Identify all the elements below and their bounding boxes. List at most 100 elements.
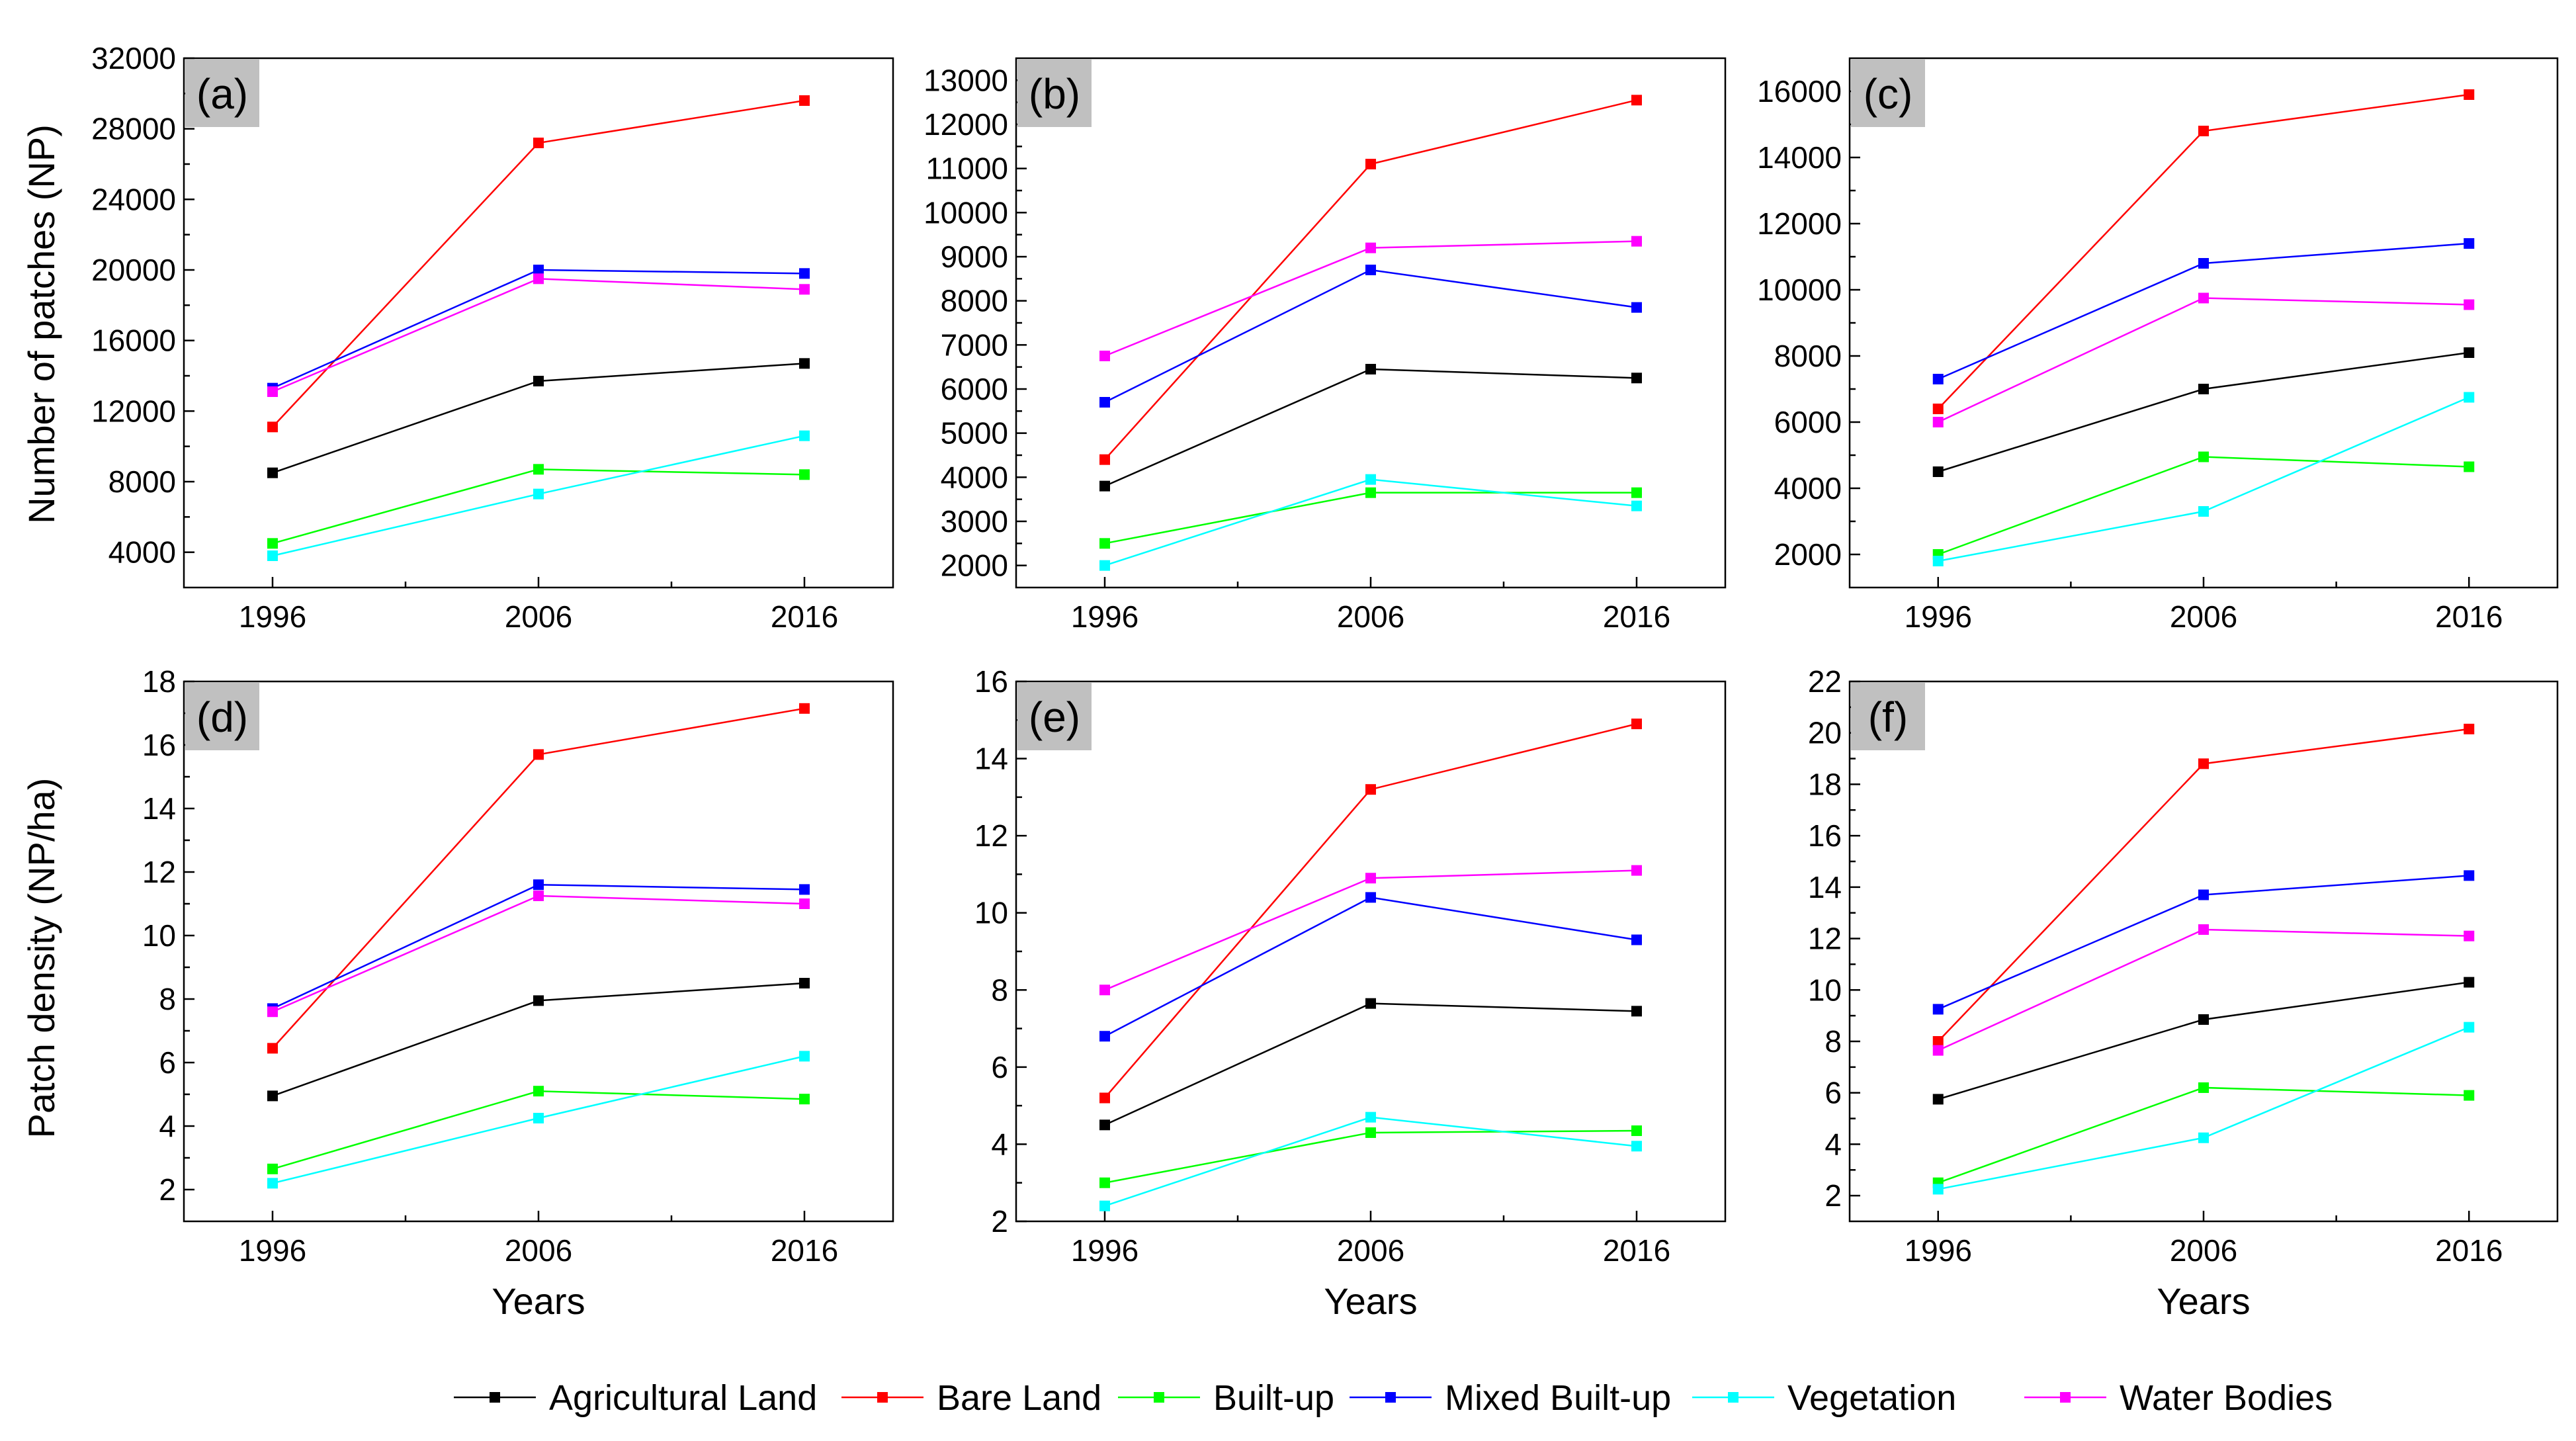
y-tick-label: 22 [1808, 664, 1842, 699]
legend-item: Built-up [1118, 1378, 1334, 1418]
series-bare-land [267, 703, 810, 1054]
x-tick-label: 1996 [1905, 599, 1972, 634]
y-tick-label: 20000 [91, 253, 176, 287]
series-agricultural-land [267, 358, 810, 478]
y-tick-label: 4000 [1774, 471, 1842, 505]
data-point [2464, 461, 2475, 472]
data-point [2198, 506, 2209, 517]
data-point [267, 467, 278, 478]
series-line [1104, 492, 1637, 545]
series-line [272, 883, 805, 1010]
data-point [1932, 404, 1944, 414]
data-point [1932, 556, 1944, 566]
series-line [1937, 728, 2469, 1042]
data-point [799, 978, 810, 988]
data-point [533, 891, 544, 901]
panel-c: 2000 4000 6000 8000 10000 12000 14000 16000 1996… [1757, 57, 2559, 634]
data-point [2464, 89, 2475, 100]
y-tick-label: 12000 [1757, 206, 1842, 241]
data-point [2464, 238, 2475, 249]
data-point [1631, 1141, 1642, 1152]
panel-a: 4000 8000 12000 16000 20000 24000 28000 32000 19… [91, 41, 894, 634]
y-tick-label: 14 [974, 742, 1008, 776]
legend-label: Built-up [1213, 1378, 1334, 1418]
series-agricultural-land [1932, 977, 2475, 1105]
x-tick-label: 2016 [771, 1233, 838, 1268]
series-bare-land [1099, 719, 1642, 1104]
y-tick-label: 18 [1808, 767, 1842, 801]
series-water-bodies [1099, 865, 1642, 996]
plot-frame [1015, 680, 1727, 1223]
data-point [1932, 1184, 1944, 1195]
series-built-up [267, 1086, 810, 1174]
y-tick-label: 24000 [91, 182, 176, 216]
panel-tag-box [1851, 683, 1925, 750]
series-vegetation [1932, 392, 2475, 566]
y-tick-label: 14 [142, 791, 176, 826]
data-point [1365, 784, 1376, 795]
panel-tag: (f) [1868, 693, 1908, 741]
data-point [1365, 265, 1376, 275]
series-line [1104, 269, 1637, 404]
y-tick-label: 7000 [941, 328, 1008, 362]
data-point [533, 995, 544, 1006]
data-point [533, 1086, 544, 1097]
series-agricultural-land [1099, 364, 1642, 492]
series-line [1938, 396, 2469, 562]
series-vegetation [1099, 474, 1642, 571]
x-axis-title: Years [492, 1280, 585, 1322]
data-point [1631, 1125, 1642, 1137]
legend: Agricultural Land Bare Land Built-up Mixed … [454, 1378, 2333, 1418]
legend-item: Vegetation [1692, 1378, 1956, 1418]
y-tick-label: 12000 [923, 107, 1008, 142]
x-tick-label: 1996 [239, 599, 306, 634]
y-tick-label: 10 [142, 918, 176, 953]
legend-item: Water Bodies [2024, 1378, 2333, 1418]
series-line [1938, 928, 2469, 1051]
plot-frame [1015, 57, 1727, 589]
y-axis-title-bottom: Patch density (NP/ha) [21, 778, 62, 1139]
y-tick-label: 12000 [91, 394, 176, 428]
data-point [1932, 1094, 1944, 1105]
data-point [1631, 372, 1642, 384]
series-line [1104, 1129, 1637, 1184]
y-tick-label: 8 [991, 973, 1008, 1007]
y-axis-title-top: Number of patches (NP) [21, 124, 62, 524]
data-point [267, 538, 278, 549]
data-point [2198, 889, 2209, 900]
data-point [533, 879, 544, 891]
data-point [2464, 347, 2475, 358]
data-point [533, 1113, 544, 1123]
legend-marker [1385, 1392, 1396, 1403]
y-tick-label: 6 [991, 1050, 1008, 1084]
y-tick-label: 2000 [1774, 537, 1842, 572]
data-point [1932, 1004, 1944, 1015]
series-vegetation [1099, 1112, 1642, 1211]
series-line [1104, 240, 1637, 357]
panel-tag-box [1017, 683, 1092, 750]
data-point [799, 469, 810, 480]
data-point [2464, 392, 2475, 403]
data-point [1631, 95, 1642, 106]
data-point [1631, 236, 1642, 247]
data-point [267, 386, 278, 397]
x-axis-title: Years [2157, 1280, 2250, 1322]
x-tick-label: 2006 [2170, 1233, 2237, 1268]
series-line [272, 895, 805, 1013]
data-point [1631, 1006, 1642, 1017]
y-tick-label: 6 [1825, 1076, 1842, 1110]
x-tick-label: 2016 [1603, 1233, 1670, 1268]
y-tick-label: 6000 [1774, 405, 1842, 439]
data-point [799, 1051, 810, 1062]
series-agricultural-land [267, 978, 810, 1102]
data-point [799, 95, 810, 106]
data-point [533, 138, 544, 148]
series-line [1104, 869, 1637, 991]
y-tick-label: 4 [159, 1109, 176, 1143]
panel-d: 2 4 6 8 10 12 14 16 18 1996 2006 2016 Years (d) [142, 664, 894, 1322]
data-point [2464, 977, 2475, 988]
data-point [1932, 1045, 1944, 1056]
data-point [799, 358, 810, 369]
data-point [267, 1090, 278, 1102]
y-tick-label: 12 [142, 855, 176, 889]
